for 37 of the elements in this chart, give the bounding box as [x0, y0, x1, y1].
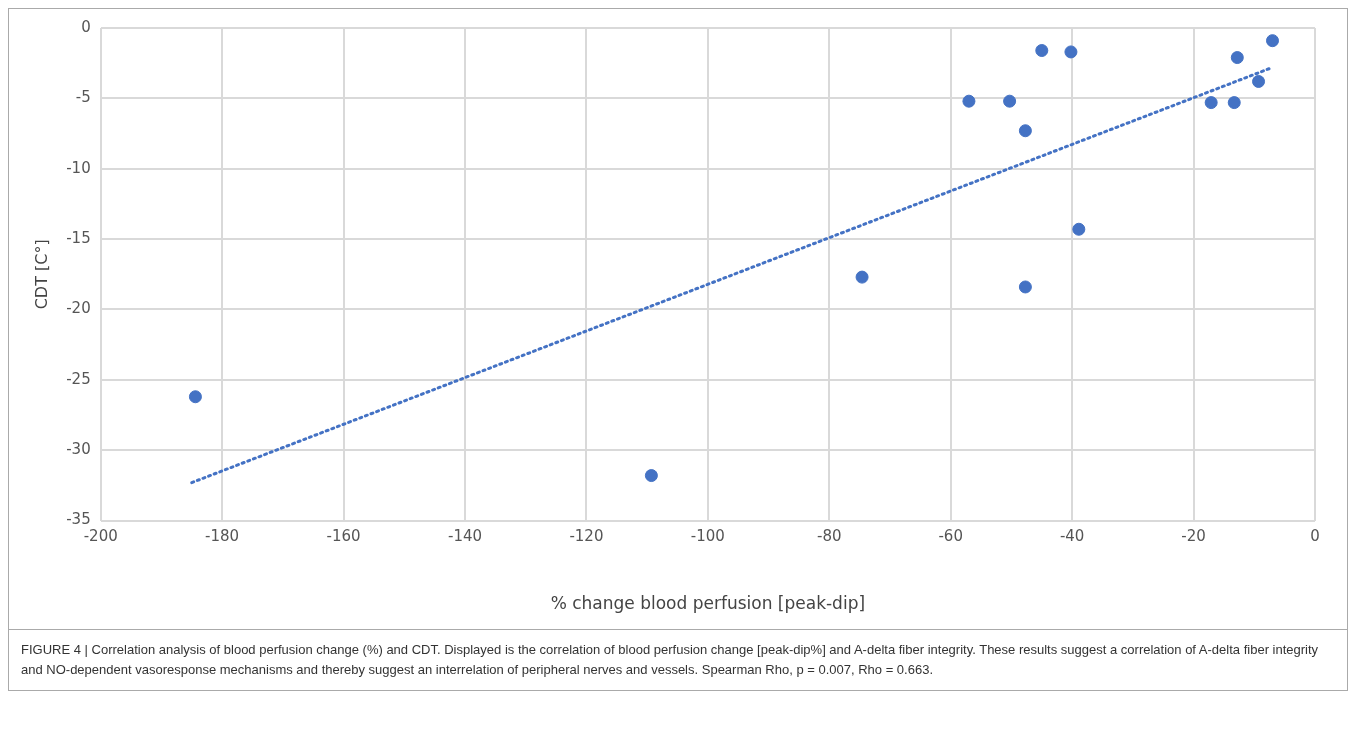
- point: [1266, 34, 1279, 48]
- point: [644, 469, 658, 483]
- x-tick-label: -200: [83, 527, 118, 546]
- y-tick-label: -30: [66, 440, 91, 459]
- x-tick-label: -80: [817, 527, 842, 546]
- point: [1018, 124, 1032, 138]
- x-tick-label: -180: [205, 527, 240, 546]
- y-tick-label: -25: [66, 369, 91, 388]
- x-tick-label: -160: [326, 527, 361, 546]
- x-axis-title: % change blood perfusion [peak-dip]: [550, 593, 866, 614]
- point: [962, 94, 976, 108]
- x-tick-label: -60: [938, 527, 963, 546]
- x-tick-label: -40: [1059, 527, 1085, 546]
- point: [1064, 45, 1078, 59]
- point: [1072, 222, 1086, 236]
- x-tick-label: 0: [1310, 527, 1320, 546]
- point: [1035, 44, 1049, 58]
- y-tick-label: -15: [66, 229, 91, 247]
- caption: FIGURE 4 | Correlation analysis of blood perfusion change (%) and CDT. Displayed is the correlation of blood perfusion change [peak-dip%] and A-delta fiber integrity. These results suggest a correlation of A-delta fiber integrity and NO-dependent vasoresponse mechanisms and thereby suggest an interrelation of peripheral nerves and vessels. Spearman Rho, p = 0.007, Rho = 0.663.: [21, 641, 1320, 679]
- point: [1018, 280, 1032, 294]
- x-tick-label: -120: [569, 527, 604, 546]
- point: [855, 270, 869, 284]
- point: [1227, 96, 1241, 110]
- point: [1204, 96, 1218, 110]
- y-axis-title: CDT [C°]: [31, 239, 51, 310]
- x-tick-label: -140: [447, 527, 483, 546]
- y-tick-label: -20: [66, 299, 91, 318]
- y-tick-label: -10: [66, 158, 91, 177]
- y-tick-label: -35: [66, 510, 91, 529]
- x-tick-label: -20: [1181, 527, 1206, 546]
- point: [188, 390, 202, 404]
- point: [1003, 94, 1017, 108]
- point: [1230, 51, 1244, 65]
- x-tick-label: -100: [690, 527, 725, 546]
- y-tick-label: 0: [81, 17, 91, 36]
- y-tick-label: -5: [75, 88, 91, 107]
- point: [1252, 74, 1266, 88]
